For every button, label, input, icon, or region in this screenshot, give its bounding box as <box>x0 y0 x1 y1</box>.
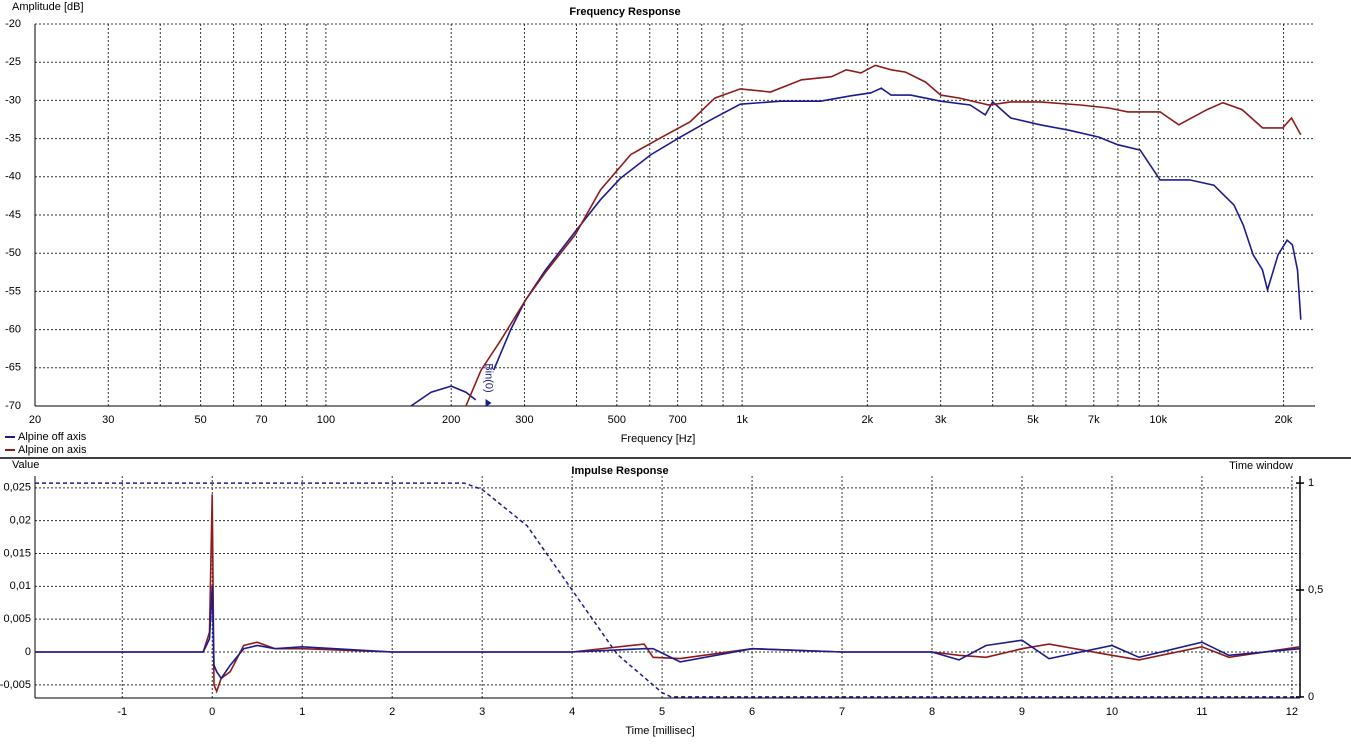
x-tick-label: 7 <box>839 706 845 718</box>
series-line <box>35 586 1301 680</box>
x-tick-label: 2k <box>862 414 874 426</box>
x-tick-label: 3 <box>479 706 485 718</box>
y-tick-label: 0,015 <box>3 547 31 559</box>
x-tick-label: 20 <box>29 414 41 426</box>
x-tick-label: 10 <box>1106 706 1118 718</box>
x-tick-label: 12 <box>1286 706 1298 718</box>
x-tick-label: 9 <box>1019 706 1025 718</box>
x-tick-label: 1k <box>736 414 748 426</box>
x-tick-label: 300 <box>515 414 533 426</box>
x-tick-label: 5 <box>659 706 665 718</box>
x-axis-label: Frequency [Hz] <box>621 433 696 445</box>
y-tick-label: -60 <box>5 324 21 336</box>
x-tick-label: 30 <box>102 414 114 426</box>
x-tick-label: 10k <box>1149 414 1167 426</box>
legend-label: Alpine off axis <box>18 431 87 443</box>
y-tick-label: -45 <box>5 209 21 221</box>
x-tick-label: 200 <box>442 414 460 426</box>
y-tick-label: 0,01 <box>10 580 31 592</box>
x-tick-label: 700 <box>668 414 686 426</box>
x-tick-label: 11 <box>1196 706 1207 718</box>
y2-tick-label: 0,5 <box>1308 584 1323 596</box>
y-tick-label: -65 <box>5 362 21 374</box>
x-tick-label: 100 <box>317 414 335 426</box>
y-tick-label: -30 <box>5 94 21 106</box>
x-tick-label: 4 <box>569 706 575 718</box>
y-tick-label: 0,02 <box>10 515 31 527</box>
y-tick-label: -40 <box>5 171 21 183</box>
y-tick-label: -0,005 <box>0 679 31 691</box>
y-tick-label: 0 <box>25 646 31 658</box>
x-tick-label: 5k <box>1027 414 1039 426</box>
y-tick-label: -55 <box>5 285 21 297</box>
x-tick-label: 500 <box>608 414 626 426</box>
annotation-text: Bin(0) <box>483 363 495 392</box>
x-tick-label: 3k <box>935 414 947 426</box>
series-line <box>35 482 1300 698</box>
y-tick-label: -70 <box>5 400 21 412</box>
series-line <box>410 87 1302 407</box>
y2-tick-label: 1 <box>1308 477 1314 489</box>
x-tick-label: 2 <box>389 706 395 718</box>
series-line <box>465 64 1302 407</box>
y-tick-label: -50 <box>5 247 21 259</box>
x-tick-label: 1 <box>299 706 305 718</box>
chart-title: Impulse Response <box>571 465 668 477</box>
x-tick-label: 70 <box>255 414 267 426</box>
y-tick-label: -35 <box>5 133 21 145</box>
x-axis-label: Time [millisec] <box>625 725 694 737</box>
x-tick-label: 50 <box>194 414 206 426</box>
y-tick-label: -25 <box>5 56 21 68</box>
x-tick-label: 20k <box>1275 414 1293 426</box>
y-axis-label: Value <box>12 459 39 471</box>
annotation-marker <box>485 399 492 407</box>
legend-label: Alpine on axis <box>18 444 87 456</box>
x-tick-label: 0 <box>209 706 215 718</box>
y2-tick-label: 0 <box>1308 691 1314 703</box>
x-tick-label: 7k <box>1088 414 1100 426</box>
y-axis-label: Amplitude [dB] <box>12 1 84 13</box>
chart-title: Frequency Response <box>569 6 680 18</box>
x-tick-label: -1 <box>117 706 127 718</box>
y-tick-label: 0,005 <box>3 613 31 625</box>
y2-axis-label: Time window <box>1229 460 1293 472</box>
y-tick-label: 0,025 <box>3 482 31 494</box>
x-tick-label: 6 <box>749 706 755 718</box>
x-tick-label: 8 <box>929 706 935 718</box>
y-tick-label: -20 <box>5 18 21 30</box>
